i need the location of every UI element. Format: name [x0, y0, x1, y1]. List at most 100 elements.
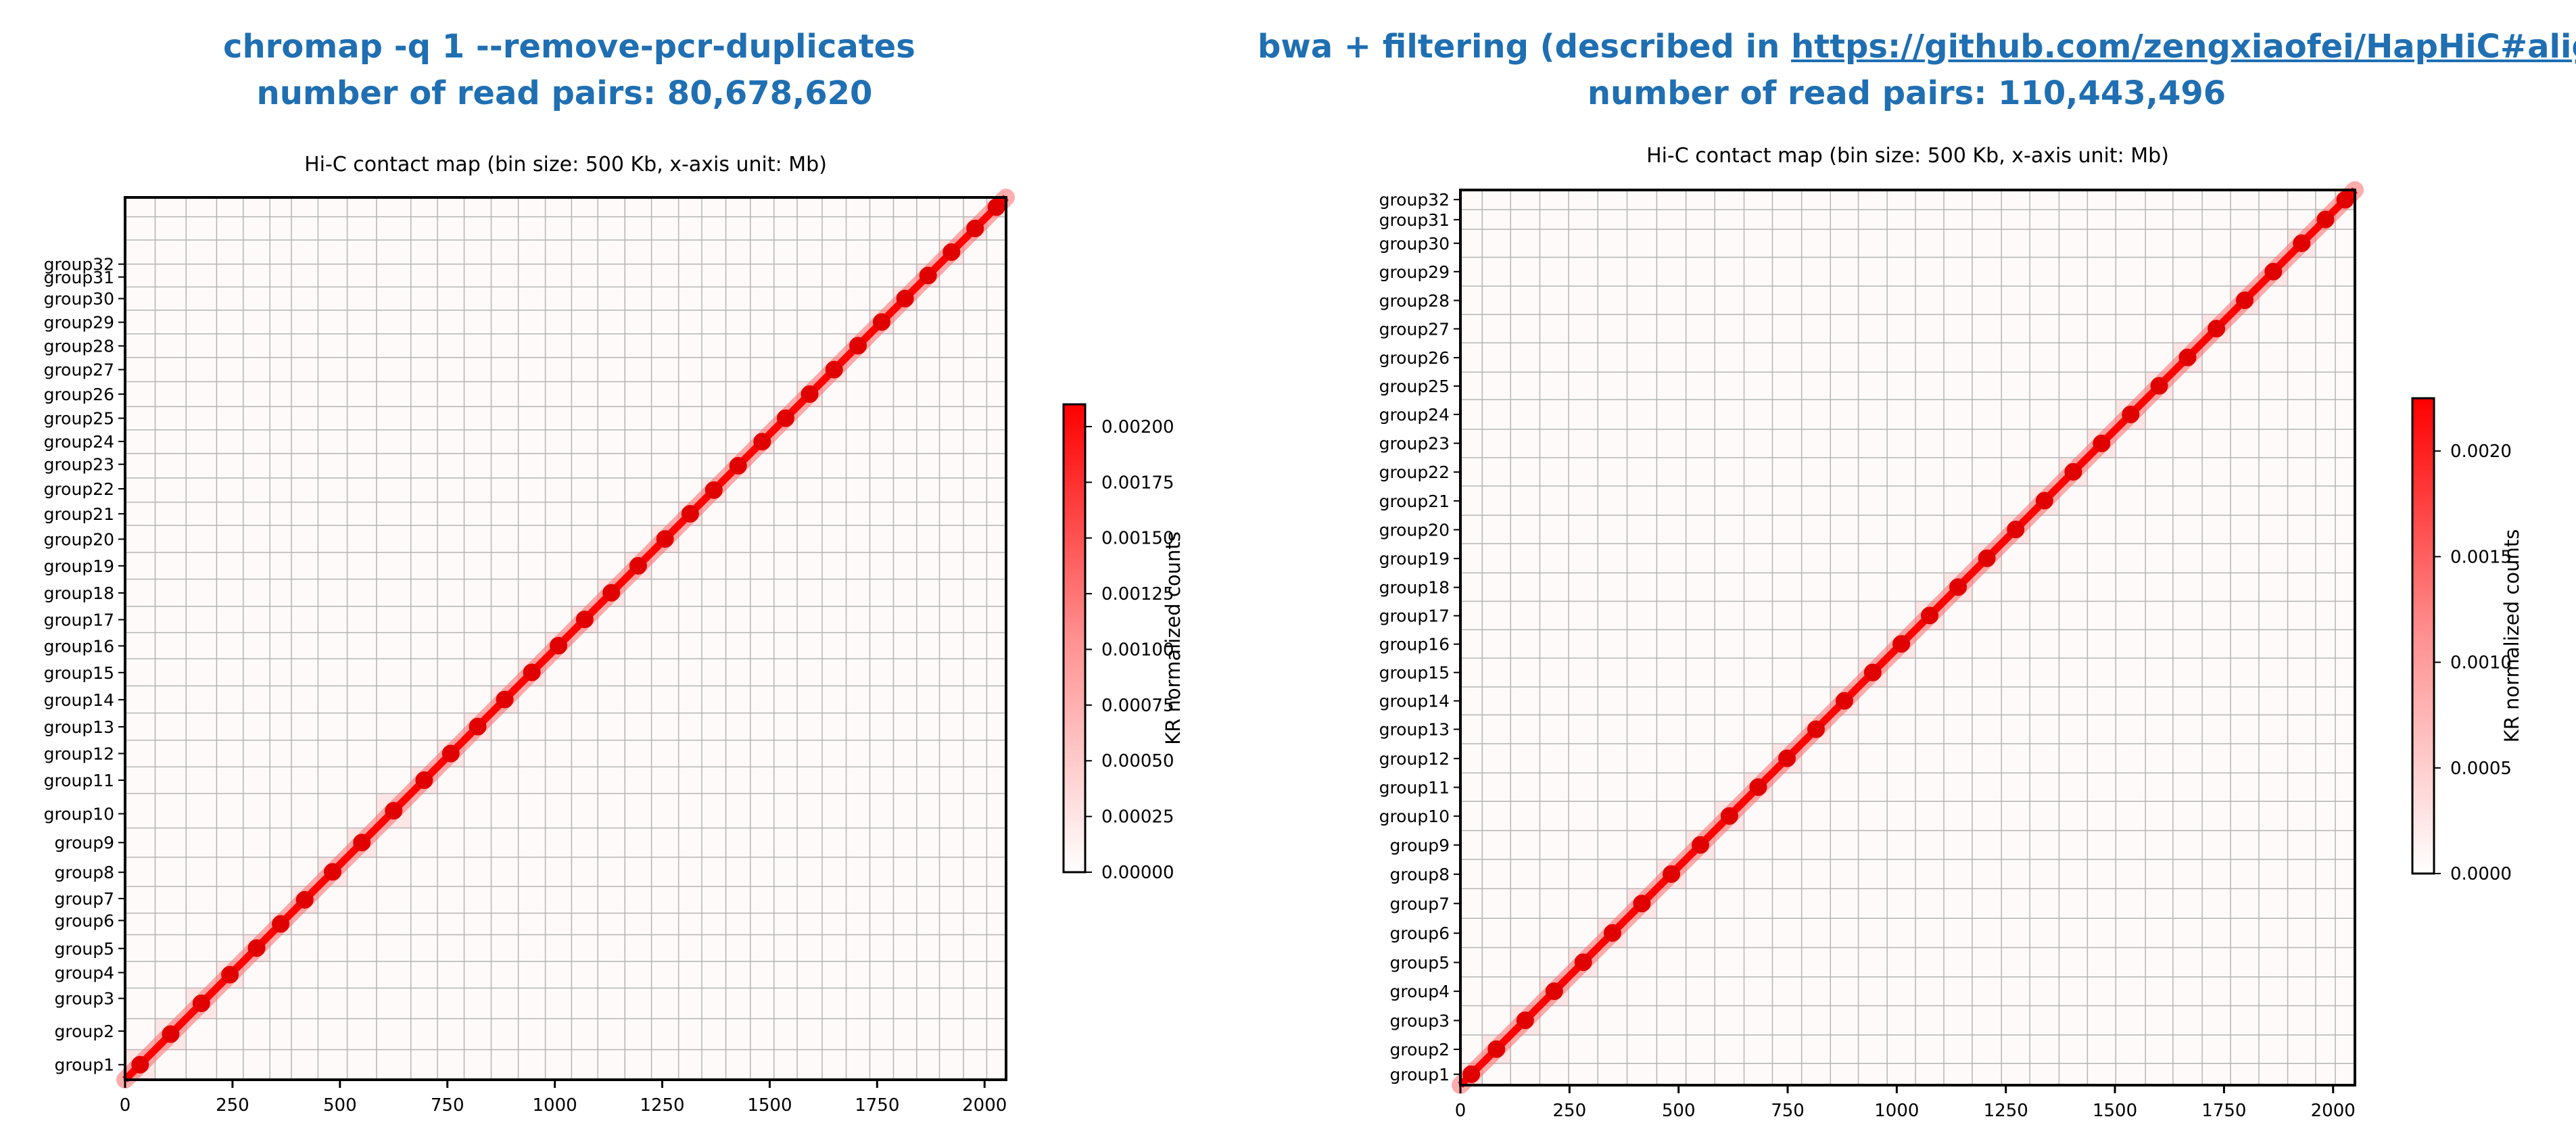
right-heading-line1: bwa + filtering (described in https://gi…: [1258, 24, 2576, 70]
left-heading-line1: chromap -q 1 --remove-pcr-duplicates: [223, 28, 915, 66]
y-tick-label: group29: [1379, 262, 1450, 282]
y-tick-label: group5: [54, 939, 114, 959]
y-tick-label: group25: [44, 409, 114, 429]
x-tick-label: 500: [1662, 1101, 1696, 1121]
diagonal-dot: [221, 965, 239, 984]
y-tick-label: group21: [44, 504, 114, 524]
diagonal-dot: [2064, 462, 2082, 481]
diagonal-dot: [681, 504, 699, 523]
y-tick-label: group27: [44, 360, 114, 380]
colorbar-tick-label: 0.00125: [1101, 584, 1174, 604]
x-tick-label: 1250: [640, 1095, 684, 1116]
y-tick-label: group3: [1389, 1011, 1450, 1030]
x-tick-label: 750: [431, 1095, 464, 1116]
y-tick-label: group21: [1379, 492, 1450, 511]
y-tick-label: group20: [1379, 520, 1450, 540]
diagonal-dot: [550, 637, 568, 655]
x-tick-label: 250: [1553, 1101, 1587, 1121]
y-tick-label: group2: [1389, 1040, 1450, 1059]
colorbar-tick-label: 0.0020: [2450, 441, 2512, 462]
right-heading-line2: number of read pairs: 110,443,496: [1587, 74, 2226, 112]
diagonal-dot: [1835, 692, 1853, 710]
diagonal-dot: [849, 337, 867, 355]
diagonal-dot: [2093, 434, 2111, 452]
diagonal-dot: [602, 583, 621, 602]
colorbar-tick-label: 0.0005: [2450, 759, 2512, 779]
diagonal-dot: [1545, 982, 1563, 1001]
colorbar-gradient: [2411, 397, 2435, 875]
diagonal-dot: [1778, 749, 1796, 767]
diagonal-dot: [2007, 521, 2025, 539]
colorbar-label: KR normalized counts: [2500, 529, 2523, 743]
y-tick-label: group19: [44, 556, 114, 576]
diagonal-dot: [1749, 778, 1767, 796]
y-tick-label: group13: [44, 717, 114, 737]
diagonal-dot: [353, 834, 371, 852]
y-tick-label: group19: [1379, 549, 1450, 569]
diagonal-dot: [469, 717, 487, 736]
diagonal-dot: [987, 198, 1005, 216]
y-tick-label: group31: [44, 268, 114, 287]
diagonal-dot: [1863, 663, 1882, 682]
contact-map-panel-1: Hi-C contact map (bin size: 500 Kb, x-ax…: [44, 153, 1185, 1116]
y-tick-label: group9: [54, 833, 114, 853]
y-tick-label: group22: [1379, 462, 1450, 482]
y-tick-label: group27: [1379, 319, 1450, 339]
y-tick-label: group8: [1389, 865, 1450, 884]
y-tick-label: group28: [44, 337, 114, 356]
diagonal-dot: [2150, 377, 2168, 395]
colorbar-tick-label: 0.00050: [1101, 751, 1174, 771]
diagonal-dot: [656, 530, 674, 548]
y-tick-label: group22: [44, 479, 114, 499]
diagonal-dot: [272, 915, 290, 933]
y-tick-label: group12: [44, 744, 114, 763]
y-tick-label: group25: [1379, 377, 1450, 396]
colorbar: 0.0000 0.0005 0.0010 0.0015 0.0020 KR normali…: [2411, 397, 2523, 884]
chart-title: Hi-C contact map (bin size: 500 Kb, x-ax…: [1646, 144, 2169, 168]
y-tick-label: group26: [1379, 348, 1450, 368]
diagonal-dot: [2236, 291, 2254, 310]
y-tick-label: group6: [54, 911, 114, 930]
colorbar-tick-label: 0.0015: [2450, 547, 2512, 567]
diagonal-dot: [523, 663, 541, 682]
y-tick-label: group29: [44, 313, 114, 333]
y-tick-label: group14: [1379, 692, 1450, 711]
diagonal-dot: [1462, 1065, 1481, 1083]
y-tick-label: group26: [44, 385, 114, 404]
y-tick-label: group6: [1389, 924, 1450, 943]
y-tick-label: group16: [1379, 635, 1450, 654]
diagonal-dot: [1574, 953, 1592, 972]
diagonal-dot: [896, 289, 914, 308]
diagonal-dot: [1663, 865, 1681, 883]
y-tick-label: group16: [44, 636, 114, 656]
colorbar-tick-label: 0.00100: [1101, 640, 1174, 660]
diagonal-dot: [1603, 924, 1621, 942]
diagonal-dot: [415, 771, 433, 789]
y-tick-label: group13: [1379, 720, 1450, 740]
axes-frame: [1459, 189, 2356, 1087]
right-heading-prefix: bwa + filtering (described in: [1258, 28, 1791, 66]
y-tick-label: group28: [1379, 291, 1450, 310]
diagonal-dot: [1978, 549, 1996, 567]
x-tick-label: 250: [216, 1095, 249, 1116]
y-tick-label: group30: [1379, 234, 1450, 254]
colorbar-gradient: [1062, 403, 1087, 874]
y-tick-label: group18: [1379, 578, 1450, 598]
x-tick-label: 1500: [747, 1095, 792, 1116]
diagonal-dot: [966, 219, 984, 237]
diagonal-dot: [385, 802, 403, 820]
axes-frame: [124, 196, 1007, 1081]
github-link[interactable]: https://github.com/zengxiaofei/HapHiC#al…: [1790, 28, 2576, 66]
y-tick-label: group4: [54, 963, 114, 982]
y-tick-label: group15: [1379, 663, 1450, 683]
diagonal-dot: [295, 890, 314, 909]
y-tick-label: group4: [1389, 982, 1450, 1001]
y-tick-label: group23: [1379, 434, 1450, 454]
y-tick-label: group32: [1379, 190, 1450, 210]
left-heading-line2: number of read pairs: 80,678,620: [256, 74, 873, 112]
colorbar-tick-label: 0.00150: [1101, 529, 1174, 549]
colorbar-tick-label: 0.00175: [1101, 473, 1174, 493]
right-figure-heading: bwa + filtering (described in https://gi…: [1258, 24, 2576, 117]
x-tick-label: 1750: [2201, 1101, 2246, 1121]
diagonal-dot: [2336, 191, 2354, 209]
